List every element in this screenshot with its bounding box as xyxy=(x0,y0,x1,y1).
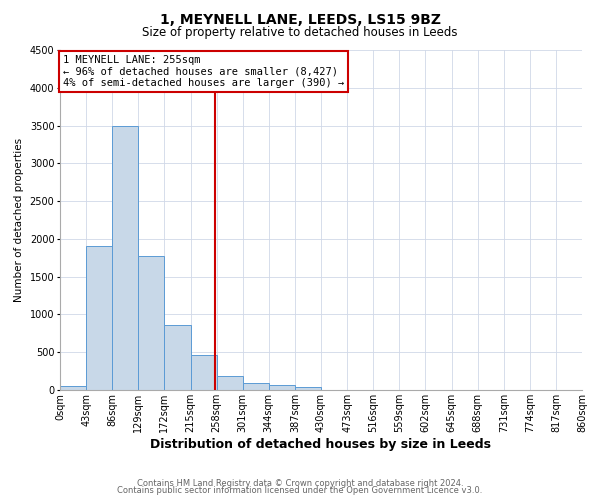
Bar xyxy=(269,386,295,390)
Bar xyxy=(139,256,164,390)
Text: 1, MEYNELL LANE, LEEDS, LS15 9BZ: 1, MEYNELL LANE, LEEDS, LS15 9BZ xyxy=(160,12,440,26)
Bar xyxy=(60,386,86,390)
Text: 1 MEYNELL LANE: 255sqm
← 96% of detached houses are smaller (8,427)
4% of semi-d: 1 MEYNELL LANE: 255sqm ← 96% of detached… xyxy=(62,55,344,88)
Y-axis label: Number of detached properties: Number of detached properties xyxy=(14,138,24,302)
Text: Contains HM Land Registry data © Crown copyright and database right 2024.: Contains HM Land Registry data © Crown c… xyxy=(137,478,463,488)
Bar xyxy=(191,355,217,390)
Bar xyxy=(295,388,321,390)
Text: Size of property relative to detached houses in Leeds: Size of property relative to detached ho… xyxy=(142,26,458,39)
Bar xyxy=(164,325,191,390)
Bar xyxy=(86,246,112,390)
Text: Contains public sector information licensed under the Open Government Licence v3: Contains public sector information licen… xyxy=(118,486,482,495)
X-axis label: Distribution of detached houses by size in Leeds: Distribution of detached houses by size … xyxy=(151,438,491,450)
Bar xyxy=(243,383,269,390)
Bar xyxy=(217,376,243,390)
Bar xyxy=(112,126,139,390)
